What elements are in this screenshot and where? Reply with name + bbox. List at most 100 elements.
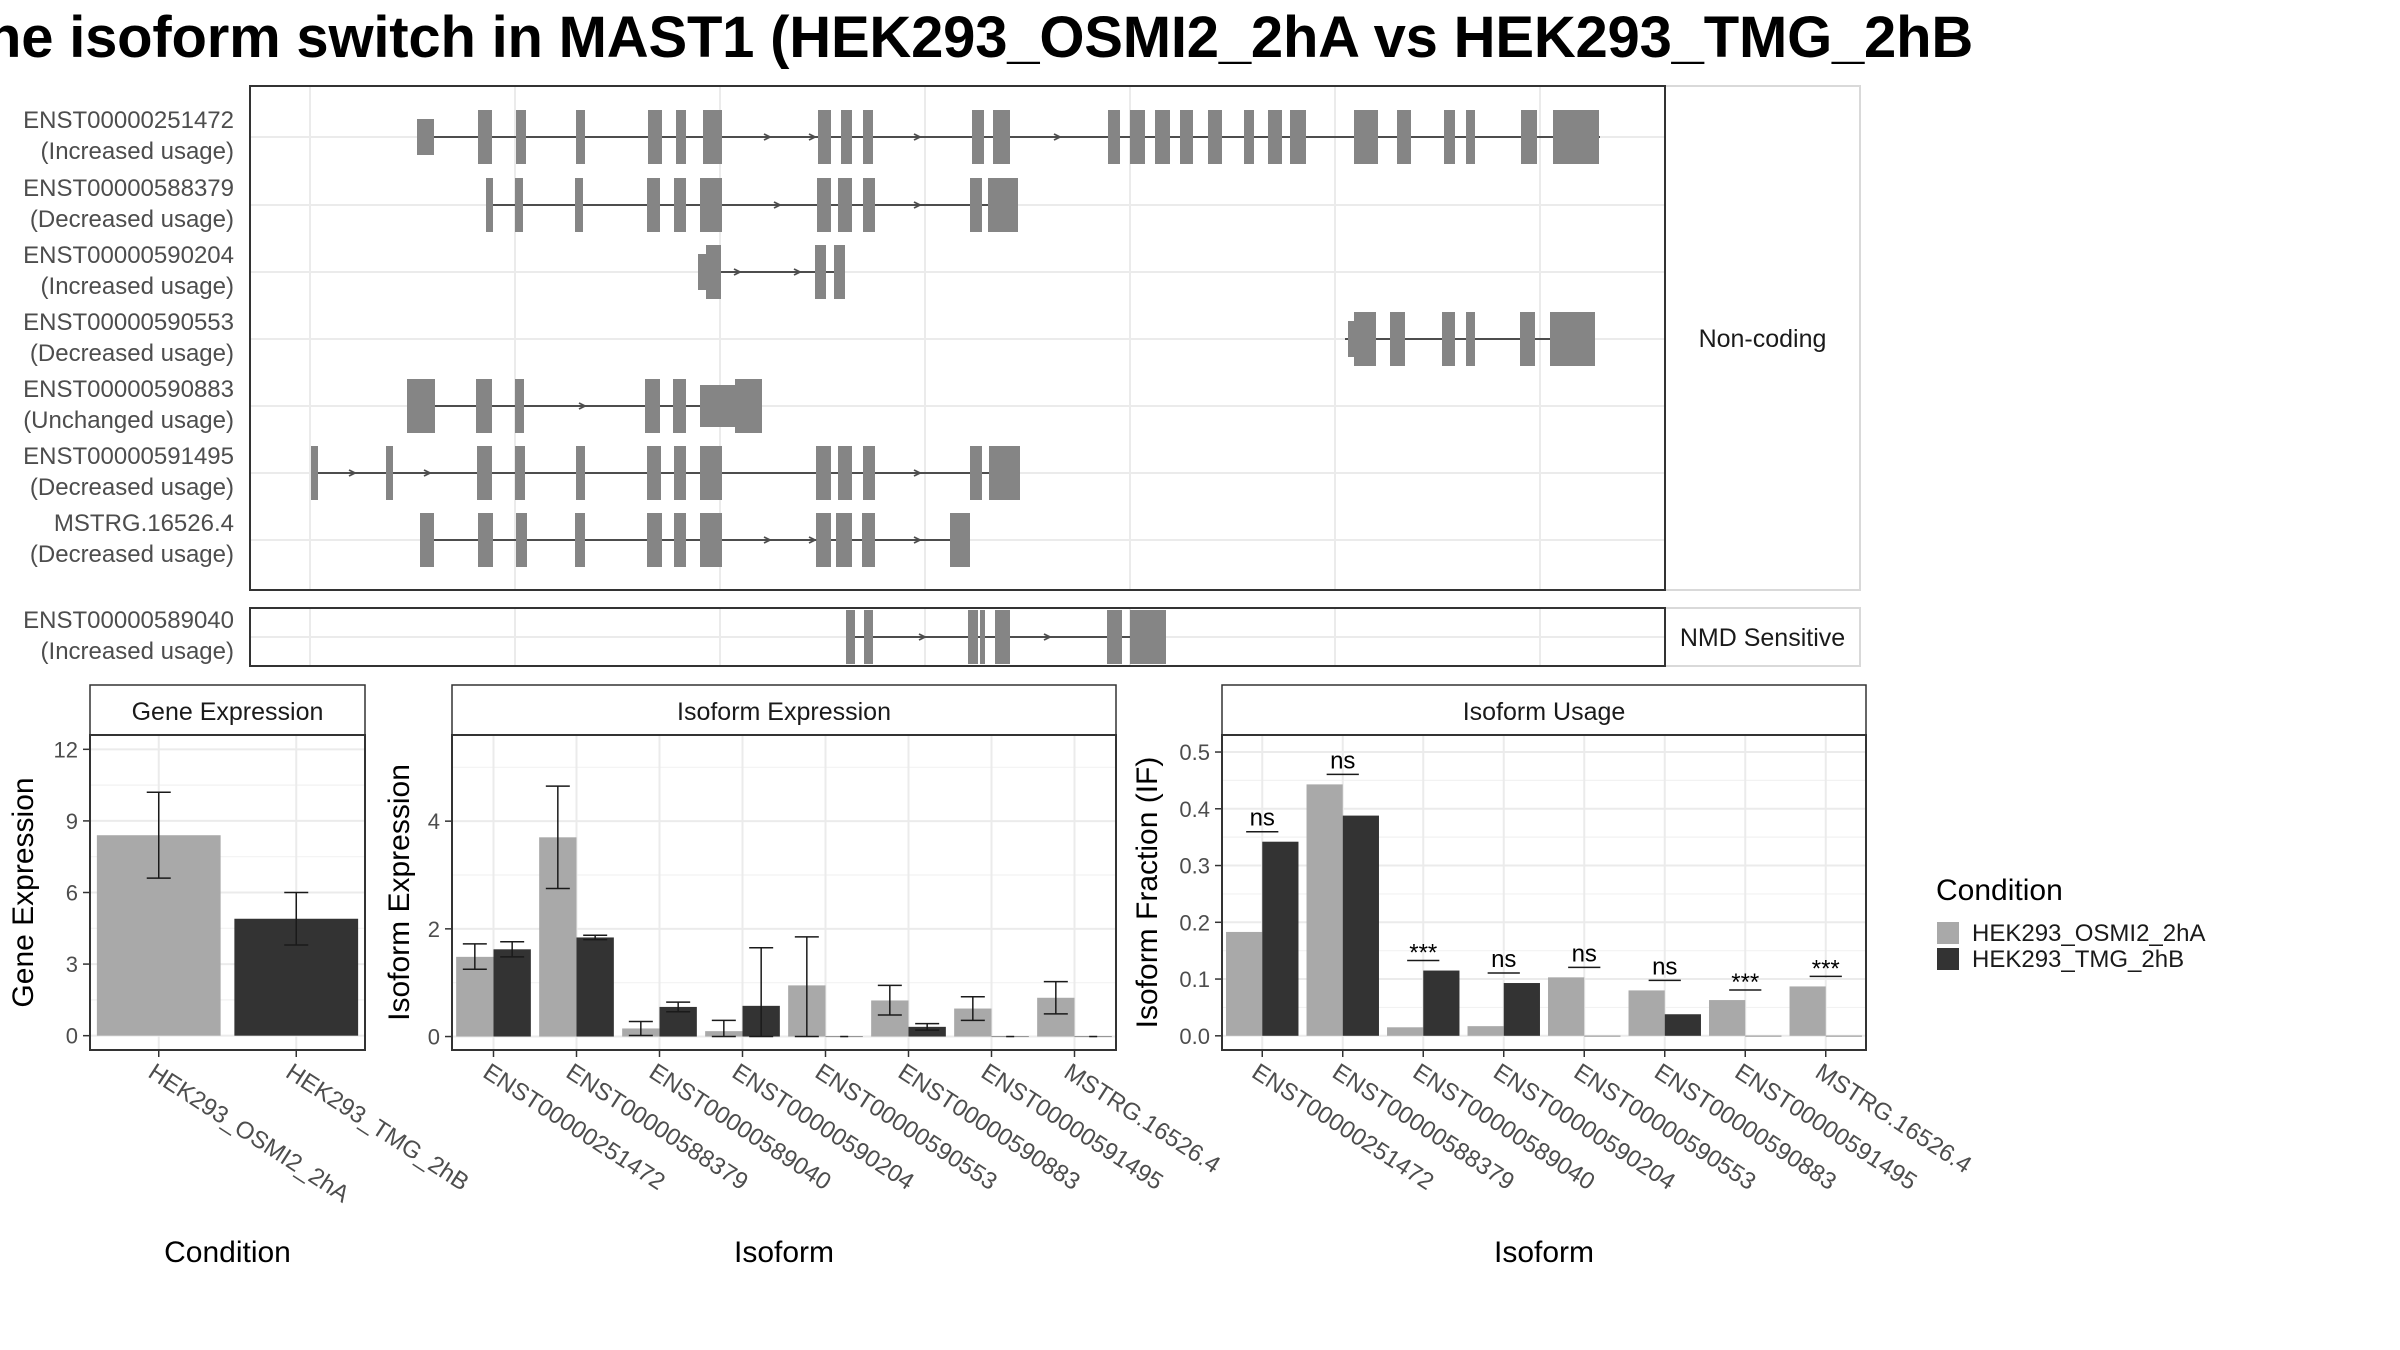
transcript-track: ENST00000590553 (Decreased usage) xyxy=(23,309,1595,367)
bar xyxy=(1709,1000,1746,1036)
transcript-id-label: ENST00000590204 xyxy=(23,242,234,269)
exon-block xyxy=(1397,110,1411,164)
y-tick-label: 6 xyxy=(66,881,78,906)
exon-block xyxy=(1466,110,1475,164)
bar xyxy=(1745,1035,1782,1037)
exon-block xyxy=(1466,312,1475,366)
y-tick-label: 2 xyxy=(428,917,440,942)
plot-border xyxy=(1221,734,1867,1051)
bar xyxy=(1825,1035,1862,1037)
y-axis-title: Isoform Fraction (IF) xyxy=(1131,757,1164,1029)
exon-block xyxy=(1442,312,1455,366)
exon-block xyxy=(988,178,1018,232)
bar xyxy=(1584,1035,1621,1037)
bar xyxy=(908,1026,946,1037)
bar xyxy=(493,949,531,1037)
exon-block xyxy=(515,178,523,232)
exon-block xyxy=(647,178,660,232)
exon-block xyxy=(1112,610,1122,664)
exon-block xyxy=(576,446,585,500)
transcript-id-label: ENST00000590883 xyxy=(23,376,234,403)
exon-block xyxy=(1130,610,1166,664)
exon-block xyxy=(1268,110,1282,164)
exon-block xyxy=(1107,610,1112,664)
exon-block xyxy=(1354,312,1376,366)
y-tick-label: 12 xyxy=(54,737,78,762)
exon-block xyxy=(1520,312,1535,366)
y-tick-label: 3 xyxy=(66,952,78,977)
y-tick-label: 0.1 xyxy=(1179,967,1210,992)
bar xyxy=(1342,815,1379,1036)
y-tick-label: 0.0 xyxy=(1179,1024,1210,1049)
significance-label: *** xyxy=(1731,969,1759,996)
exon-block xyxy=(863,110,873,164)
significance-label: ns xyxy=(1572,940,1597,967)
structure-panel-nmd-sensitive: NMD Sensitive ENST00000589040 (Increased u… xyxy=(23,607,1861,667)
transcript-status-label: (Unchanged usage) xyxy=(23,407,234,434)
transcript-id-label: ENST00000590553 xyxy=(23,309,234,336)
strand-arrow xyxy=(913,133,923,141)
transcript-track: ENST00000589040 (Increased usage) xyxy=(23,607,1166,665)
transcript-track: ENST00000588379 (Decreased usage) xyxy=(23,175,1018,233)
facet-strip xyxy=(1664,607,1861,667)
exon-block xyxy=(648,110,662,164)
bar-chart-2: Isoform Usage 0.0 0.1 0.2 0.3 0.4 0.5 ns ns *** ns… xyxy=(1131,684,1976,1269)
exon-block xyxy=(700,385,735,427)
exon-block xyxy=(476,379,492,433)
exon-block xyxy=(645,379,660,433)
transcript-status-label: (Increased usage) xyxy=(41,138,234,165)
structure-panel-non-coding: Non-coding ENST00000251472 (Increased usag… xyxy=(23,85,1861,591)
y-tick-label: 0.4 xyxy=(1179,797,1210,822)
legend-swatch xyxy=(1937,922,1959,944)
transcript-id-label: ENST00000589040 xyxy=(23,607,234,634)
transcript-status-label: (Increased usage) xyxy=(41,273,234,300)
exon-block xyxy=(407,379,435,433)
bar xyxy=(1387,1027,1424,1036)
exon-block xyxy=(576,110,585,164)
strand-arrow xyxy=(348,469,358,477)
exon-block xyxy=(486,178,493,232)
panel-title: Isoform Usage xyxy=(1463,698,1626,726)
bar xyxy=(1306,784,1343,1036)
facet-strip-label: Non-coding xyxy=(1699,325,1827,353)
strand-arrow xyxy=(763,133,773,141)
exon-block xyxy=(846,610,855,664)
exon-block xyxy=(698,254,708,290)
bar xyxy=(1628,990,1665,1036)
strand-arrow xyxy=(913,536,923,544)
exon-block xyxy=(674,178,686,232)
exon-block xyxy=(968,610,978,664)
exon-block xyxy=(647,513,662,567)
significance-label: ns xyxy=(1330,747,1355,774)
exon-block xyxy=(575,178,583,232)
bar xyxy=(1226,931,1263,1036)
y-tick-label: 0 xyxy=(428,1025,440,1050)
facet-strip xyxy=(1664,85,1861,591)
transcript-id-label: ENST00000251472 xyxy=(23,107,234,134)
legend-swatch xyxy=(1937,948,1959,970)
strand-arrow xyxy=(808,536,818,544)
strand-arrow xyxy=(763,536,773,544)
exon-block xyxy=(311,446,318,500)
bar xyxy=(1467,1026,1504,1036)
exon-block xyxy=(575,513,585,567)
exon-block xyxy=(1354,110,1378,164)
bar xyxy=(1548,977,1585,1036)
exon-block xyxy=(417,119,434,155)
exon-block xyxy=(1550,312,1595,366)
exon-block xyxy=(1108,110,1120,164)
exon-block xyxy=(735,379,762,433)
strand-arrow xyxy=(793,268,803,276)
exon-block xyxy=(1130,110,1145,164)
exon-block xyxy=(864,610,873,664)
transcript-track: ENST00000591495 (Decreased usage) xyxy=(23,443,1020,501)
strand-arrow xyxy=(913,469,923,477)
bar xyxy=(1664,1014,1701,1036)
transcript-track: ENST00000251472 (Increased usage) xyxy=(23,107,1600,165)
exon-block xyxy=(817,178,831,232)
exon-block xyxy=(838,446,852,500)
legend-label: HEK293_OSMI2_2hA xyxy=(1972,920,2205,947)
